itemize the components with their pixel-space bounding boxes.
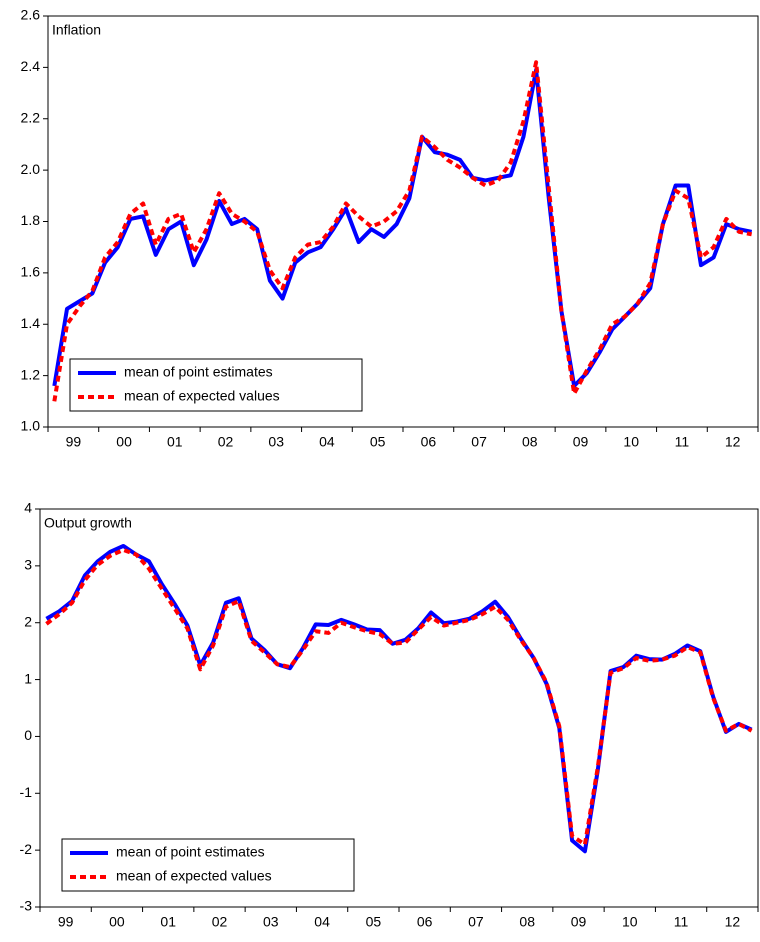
- legend-box: [69, 358, 363, 412]
- x-tick-label: 06: [421, 434, 437, 450]
- x-tick-label: 02: [212, 914, 228, 930]
- panel-title: Inflation: [52, 22, 101, 38]
- x-tick-label: 05: [366, 914, 382, 930]
- y-tick-label: 0: [24, 727, 32, 743]
- series-line: [52, 67, 753, 388]
- x-tick-label: 10: [623, 434, 639, 450]
- x-tick-label: 03: [268, 434, 284, 450]
- x-tick-label: 10: [622, 914, 638, 930]
- x-tick-label: 11: [675, 434, 690, 450]
- x-tick-label: 08: [522, 434, 538, 450]
- legend-label: mean of point estimates: [124, 364, 273, 380]
- y-tick-label: -1: [20, 784, 33, 800]
- y-tick-label: 2.2: [21, 109, 41, 125]
- x-tick-label: 99: [66, 434, 82, 450]
- x-tick-label: 99: [58, 914, 74, 930]
- legend-label: mean of expected values: [124, 388, 280, 404]
- x-tick-label: 03: [263, 914, 279, 930]
- x-tick-label: 02: [218, 434, 234, 450]
- x-tick-label: 01: [160, 914, 176, 930]
- x-tick-label: 09: [573, 434, 589, 450]
- x-tick-label: 04: [314, 914, 330, 930]
- y-tick-label: 1.6: [21, 264, 41, 280]
- y-tick-label: 1.8: [21, 212, 41, 228]
- x-tick-label: 12: [725, 914, 741, 930]
- legend-label: mean of point estimates: [116, 844, 265, 860]
- y-tick-label: 1.0: [21, 418, 41, 434]
- x-tick-label: 08: [519, 914, 535, 930]
- y-tick-label: 2.6: [21, 7, 41, 23]
- x-tick-label: 06: [417, 914, 433, 930]
- y-tick-label: 2: [24, 613, 32, 629]
- y-tick-label: -2: [20, 841, 33, 857]
- y-tick-label: 1.2: [21, 366, 41, 382]
- x-tick-label: 12: [725, 434, 741, 450]
- y-tick-label: 2.4: [21, 58, 41, 74]
- series-line: [45, 547, 753, 847]
- y-tick-label: 1: [24, 670, 32, 686]
- x-tick-label: 07: [471, 434, 487, 450]
- x-tick-label: 09: [571, 914, 587, 930]
- y-tick-label: 1.4: [21, 315, 41, 331]
- x-tick-label: 07: [468, 914, 484, 930]
- x-tick-label: 05: [370, 434, 386, 450]
- x-tick-label: 11: [674, 914, 689, 930]
- y-tick-label: 2.0: [21, 161, 41, 177]
- y-tick-label: 4: [24, 500, 32, 516]
- legend-box: [61, 838, 355, 892]
- series-line: [45, 543, 753, 854]
- series-line: [52, 60, 753, 402]
- x-tick-label: 00: [116, 434, 132, 450]
- panel-title: Output growth: [44, 515, 132, 531]
- legend-label: mean of expected values: [116, 868, 272, 884]
- x-tick-label: 01: [167, 434, 183, 450]
- x-tick-label: 04: [319, 434, 335, 450]
- y-tick-label: 3: [24, 557, 32, 573]
- y-tick-label: -3: [20, 898, 33, 914]
- x-tick-label: 00: [109, 914, 125, 930]
